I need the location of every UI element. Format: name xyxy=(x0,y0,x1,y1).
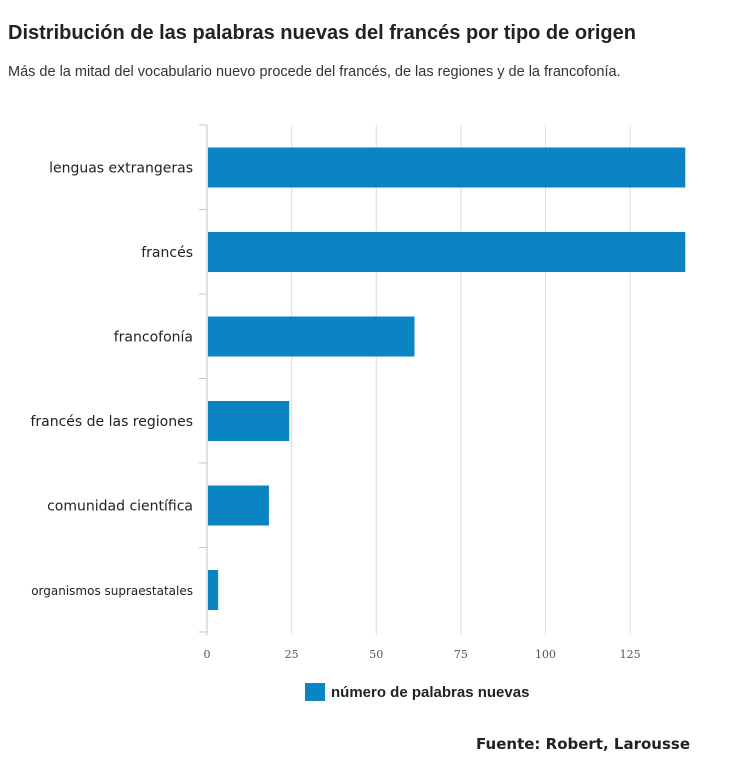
bars xyxy=(208,147,686,610)
bar-0 xyxy=(208,147,686,188)
chart-title: Distribución de las palabras nuevas del … xyxy=(8,22,636,44)
y-axis xyxy=(199,124,208,635)
x-tick-label: 125 xyxy=(620,648,641,661)
grid-lines xyxy=(291,125,631,635)
bar-5 xyxy=(208,570,219,610)
bar-3 xyxy=(208,401,290,441)
bar-1 xyxy=(208,232,686,272)
category-label: organismos supraestatales xyxy=(31,584,193,598)
category-labels: lenguas extrangeras francés francofonía fra… xyxy=(30,161,193,599)
x-tick-label: 75 xyxy=(454,648,468,661)
source-note: Fuente: Robert, Larousse xyxy=(476,735,690,753)
x-tick-label: 25 xyxy=(285,648,299,661)
x-tick-label: 100 xyxy=(535,648,556,661)
legend-swatch xyxy=(305,683,325,701)
category-label: francofonía xyxy=(114,330,193,346)
category-label: lenguas extrangeras xyxy=(49,161,193,177)
category-label: francés de las regiones xyxy=(30,414,193,430)
legend: número de palabras nuevas xyxy=(305,683,529,701)
x-tick-label: 50 xyxy=(369,648,383,661)
bar-2 xyxy=(208,316,415,357)
x-tick-label: 0 xyxy=(204,648,211,661)
category-label: comunidad científica xyxy=(47,499,193,515)
x-tick-labels: 0 25 50 75 100 125 xyxy=(204,648,641,661)
bar-4 xyxy=(208,485,269,526)
bar-chart: lenguas extrangeras francés francofonía fra… xyxy=(30,124,686,661)
chart-subtitle: Más de la mitad del vocabulario nuevo pr… xyxy=(8,64,621,80)
category-label: francés xyxy=(141,245,193,261)
legend-label: número de palabras nuevas xyxy=(331,683,530,701)
